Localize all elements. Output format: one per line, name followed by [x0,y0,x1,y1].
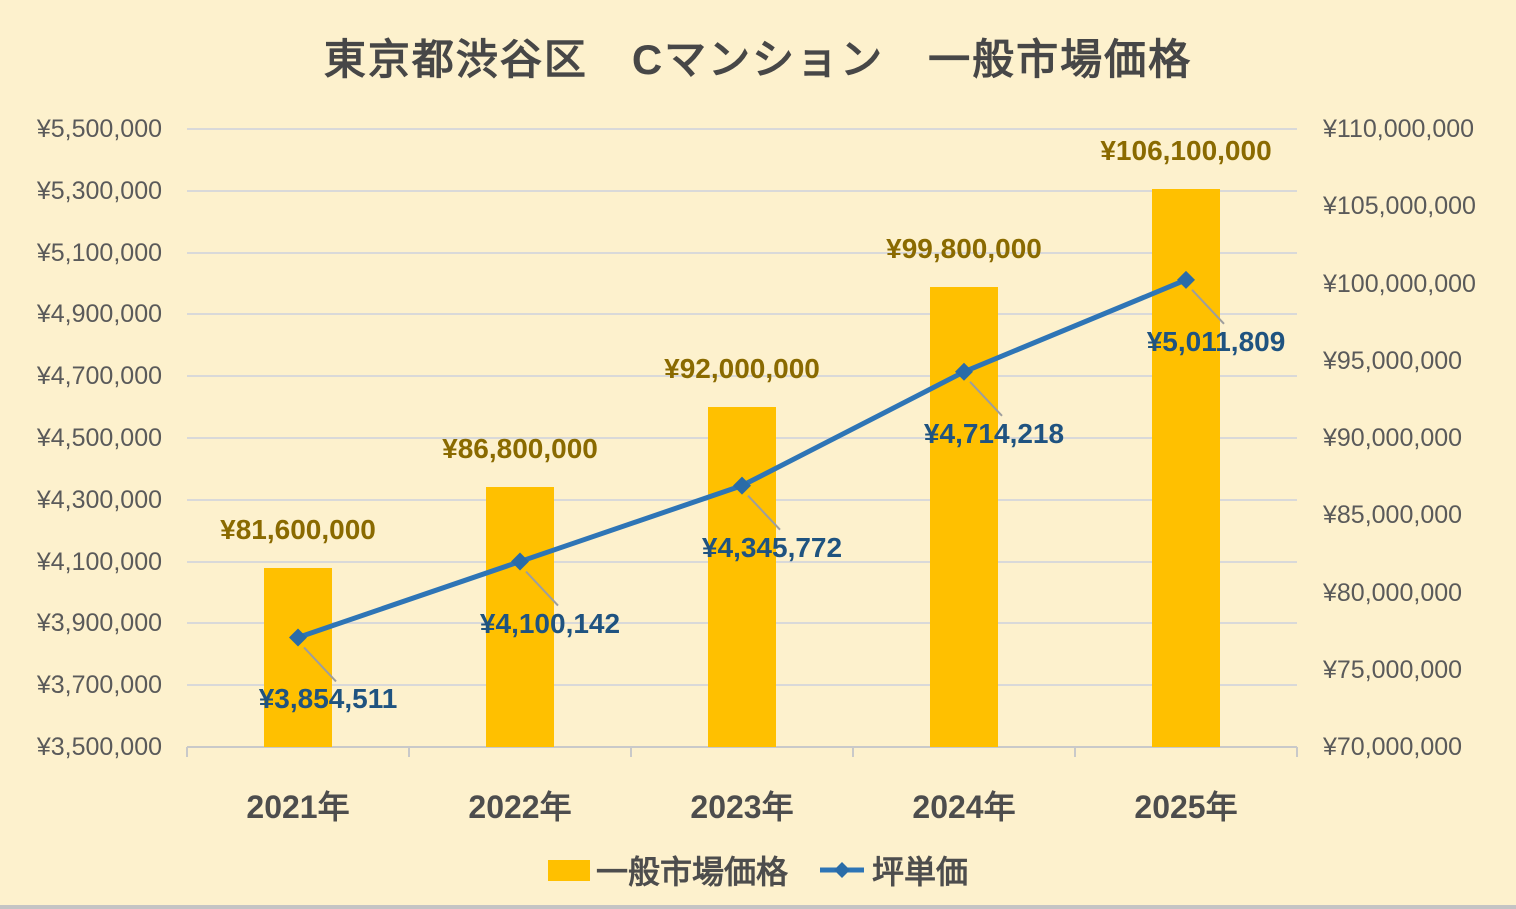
bar-2021年 [264,567,332,747]
x-axis-label: 2022年 [468,789,572,825]
legend-item: 坪単価 [818,847,968,893]
chart-title: 東京都渋谷区 Cマンション 一般市場価格 [323,36,1193,83]
right-axis-tick-label: ¥105,000,000 [1323,192,1476,221]
right-axis-tick-label: ¥70,000,000 [1323,733,1463,761]
bar-data-label: ¥81,600,000 [220,513,376,545]
line-data-label: ¥4,345,772 [701,531,843,563]
right-axis-tick-label: ¥95,000,000 [1323,346,1463,375]
x-axis-label: 2021年 [246,789,350,825]
x-axis-label: 2023年 [690,789,794,825]
left-axis-tick-label: ¥3,700,000 [36,671,162,700]
legend-item: 一般市場価格 [547,847,788,893]
chart-legend: 一般市場価格 坪単価 [0,846,1516,894]
x-axis-tick [186,747,188,757]
bar-2024年 [930,286,998,747]
bar-data-label: ¥99,800,000 [886,232,1042,264]
x-axis-tick [408,747,410,757]
left-axis-tick-label: ¥4,100,000 [36,547,162,576]
bar-2025年 [1152,189,1220,747]
left-axis-tick-label: ¥4,700,000 [36,362,162,391]
right-axis-tick-label: ¥75,000,000 [1323,655,1463,684]
gridline [187,313,1297,316]
right-axis-tick-label: ¥100,000,000 [1323,269,1476,298]
bar-2023年 [708,407,776,747]
right-axis-tick-label: ¥90,000,000 [1323,424,1463,452]
left-axis-tick-label: ¥4,500,000 [36,424,162,452]
legend-label: 坪単価 [872,854,969,890]
x-axis-label: 2025年 [1134,789,1238,825]
x-axis-tick [630,747,632,757]
line-data-label: ¥3,854,511 [258,683,398,715]
left-axis-tick-label: ¥5,500,000 [36,115,162,143]
left-axis-tick-label: ¥5,300,000 [36,176,162,205]
left-axis-tick-label: ¥5,100,000 [36,238,162,267]
x-axis-label: 2024年 [912,789,1016,825]
x-axis-tick [852,747,854,757]
left-axis-tick-label: ¥4,300,000 [36,485,162,514]
left-axis-tick-label: ¥3,500,000 [36,733,162,761]
gridline [187,251,1297,254]
gridline [187,189,1297,192]
gridline [187,128,1297,130]
line-data-label: ¥4,714,218 [923,417,1065,449]
legend-bar-swatch-icon [547,859,590,881]
line-data-label: ¥5,011,809 [1146,325,1286,357]
bar-data-label: ¥106,100,000 [1100,135,1272,167]
right-axis-tick-label: ¥85,000,000 [1323,501,1463,530]
bar-data-label: ¥86,800,000 [442,433,598,465]
right-axis-tick-label: ¥80,000,000 [1323,578,1463,607]
x-axis-tick [1074,747,1076,757]
legend-label: 一般市場価格 [595,854,788,890]
x-axis-line [187,746,1297,748]
window-edge-strip [0,905,1516,909]
right-axis-tick-label: ¥110,000,000 [1323,115,1475,143]
legend-line-swatch-icon [820,862,864,878]
bar-data-label: ¥92,000,000 [664,353,820,385]
left-axis-tick-label: ¥3,900,000 [36,609,162,638]
left-axis-tick-label: ¥4,900,000 [36,300,162,329]
line-data-label: ¥4,100,142 [479,607,621,639]
x-axis-tick [1296,747,1298,757]
